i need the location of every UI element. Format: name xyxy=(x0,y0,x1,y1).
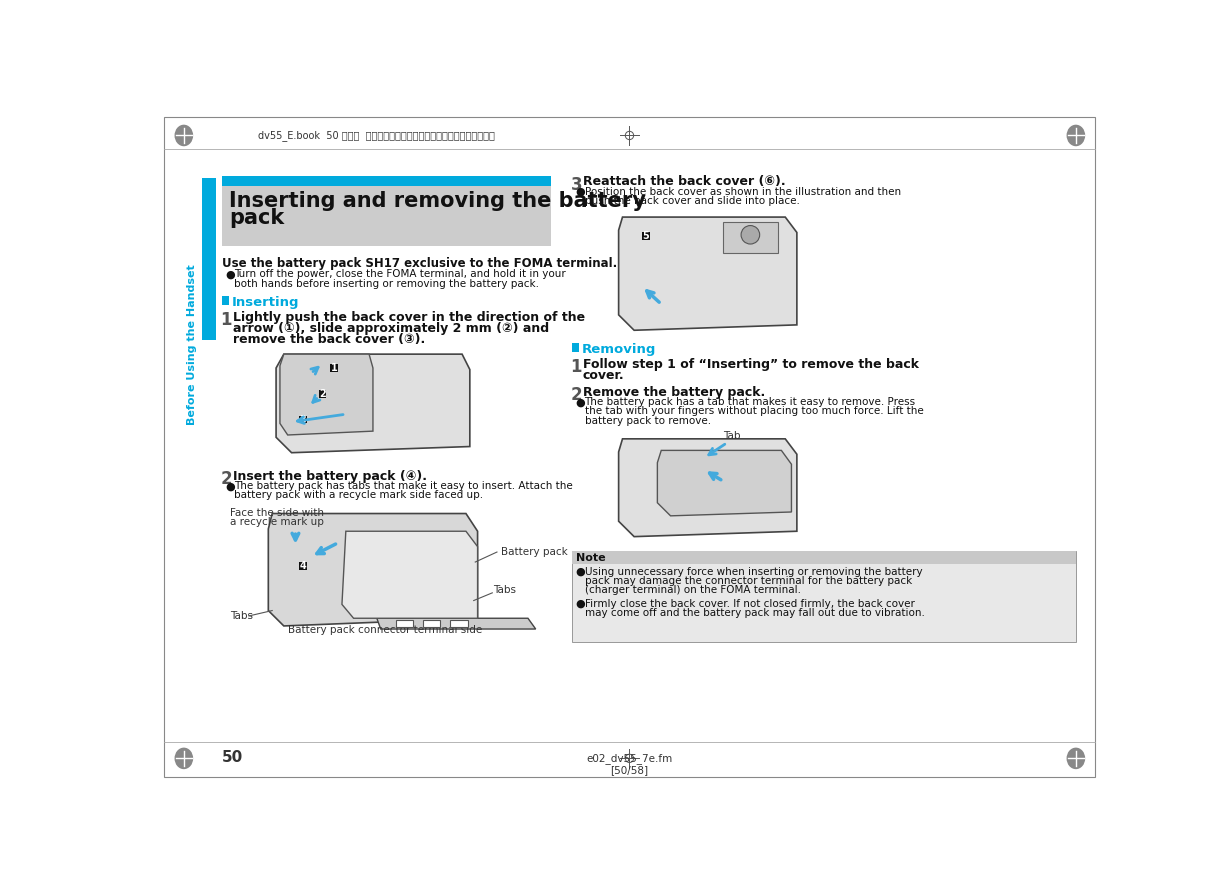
Text: arrow (①), slide approximately 2 mm (②) and: arrow (①), slide approximately 2 mm (②) … xyxy=(232,322,549,335)
Text: Before Using the Handset: Before Using the Handset xyxy=(187,265,198,426)
Text: 1: 1 xyxy=(570,358,583,376)
Text: e02_dv55_7e.fm
[50/58]: e02_dv55_7e.fm [50/58] xyxy=(586,753,672,775)
Text: The battery pack has tabs that make it easy to insert. Attach the: The battery pack has tabs that make it e… xyxy=(235,481,573,491)
Text: (charger terminal) on the FOMA terminal.: (charger terminal) on the FOMA terminal. xyxy=(585,585,800,595)
Text: push the back cover and slide into place.: push the back cover and slide into place… xyxy=(585,196,799,206)
Bar xyxy=(573,551,1075,564)
Text: 2: 2 xyxy=(220,470,232,488)
Bar xyxy=(573,343,579,352)
Text: Turn off the power, close the FOMA terminal, and hold it in your: Turn off the power, close the FOMA termi… xyxy=(235,269,567,280)
Bar xyxy=(221,186,551,246)
Bar xyxy=(451,620,467,627)
Text: Inserting: Inserting xyxy=(232,296,300,309)
Text: Note: Note xyxy=(576,553,606,563)
Bar xyxy=(221,175,551,186)
Text: Tabs: Tabs xyxy=(493,585,516,595)
Text: a recycle mark up: a recycle mark up xyxy=(230,518,323,527)
Bar xyxy=(423,620,440,627)
Polygon shape xyxy=(277,354,469,453)
Polygon shape xyxy=(618,217,796,330)
Ellipse shape xyxy=(175,125,193,146)
Ellipse shape xyxy=(175,748,193,769)
Text: may come off and the battery pack may fall out due to vibration.: may come off and the battery pack may fa… xyxy=(585,608,924,619)
Text: ●: ● xyxy=(575,187,585,197)
Bar xyxy=(642,233,650,240)
Text: ●: ● xyxy=(225,269,235,280)
Polygon shape xyxy=(658,450,791,516)
Text: Battery pack connector terminal side: Battery pack connector terminal side xyxy=(288,625,482,635)
Text: Position the back cover as shown in the illustration and then: Position the back cover as shown in the … xyxy=(585,187,901,197)
Text: dv55_E.book  50 ページ  ２００８年４月１７日　木曜日　午後２時１２分: dv55_E.book 50 ページ ２００８年４月１７日 木曜日 午後２時１２… xyxy=(258,130,495,141)
Bar xyxy=(300,562,307,570)
Text: Removing: Removing xyxy=(583,342,656,356)
Text: 2: 2 xyxy=(320,389,326,399)
Polygon shape xyxy=(280,354,372,435)
Text: ●: ● xyxy=(575,566,585,577)
Text: battery pack to remove.: battery pack to remove. xyxy=(585,416,710,426)
Text: Reattach the back cover (⑥).: Reattach the back cover (⑥). xyxy=(583,175,785,189)
Polygon shape xyxy=(618,439,796,536)
Text: Remove the battery pack.: Remove the battery pack. xyxy=(583,386,766,399)
Text: cover.: cover. xyxy=(583,369,624,381)
Polygon shape xyxy=(377,619,536,629)
Text: 1: 1 xyxy=(220,311,232,329)
Bar xyxy=(573,551,1075,643)
Text: Insert the battery pack (④).: Insert the battery pack (④). xyxy=(232,470,426,482)
Text: 5: 5 xyxy=(643,231,649,242)
Text: 3: 3 xyxy=(300,414,306,425)
Polygon shape xyxy=(268,513,478,626)
Circle shape xyxy=(741,226,760,244)
Text: The battery pack has a tab that makes it easy to remove. Press: The battery pack has a tab that makes it… xyxy=(585,397,916,407)
Text: 3: 3 xyxy=(570,175,583,194)
Text: 50: 50 xyxy=(221,750,243,765)
Text: 1: 1 xyxy=(331,363,338,373)
Text: Using unnecessary force when inserting or removing the battery: Using unnecessary force when inserting o… xyxy=(585,566,922,577)
Text: Follow step 1 of “Inserting” to remove the back: Follow step 1 of “Inserting” to remove t… xyxy=(583,358,919,371)
Text: Tabs: Tabs xyxy=(230,611,253,620)
Bar xyxy=(300,416,307,423)
Text: ●: ● xyxy=(575,599,585,609)
Bar xyxy=(331,364,338,372)
Text: ●: ● xyxy=(225,481,235,491)
Text: 2: 2 xyxy=(570,386,583,404)
Text: Face the side with: Face the side with xyxy=(230,508,323,518)
Text: battery pack with a recycle mark side faced up.: battery pack with a recycle mark side fa… xyxy=(235,490,483,500)
Bar xyxy=(318,390,327,398)
Text: pack: pack xyxy=(229,208,284,227)
Bar xyxy=(723,222,778,253)
Ellipse shape xyxy=(1067,748,1085,769)
Text: ●: ● xyxy=(575,397,585,407)
Text: Firmly close the back cover. If not closed firmly, the back cover: Firmly close the back cover. If not clos… xyxy=(585,599,914,609)
Text: Lightly push the back cover in the direction of the: Lightly push the back cover in the direc… xyxy=(232,311,585,324)
Bar xyxy=(396,620,413,627)
Bar xyxy=(202,178,215,340)
Text: Tab: Tab xyxy=(723,431,741,441)
Text: remove the back cover (③).: remove the back cover (③). xyxy=(232,333,425,345)
Ellipse shape xyxy=(1067,125,1085,146)
Text: Use the battery pack SH17 exclusive to the FOMA terminal.: Use the battery pack SH17 exclusive to t… xyxy=(221,258,617,270)
Text: Inserting and removing the battery: Inserting and removing the battery xyxy=(229,191,645,211)
Text: Battery pack: Battery pack xyxy=(501,547,568,557)
Text: pack may damage the connector terminal for the battery pack: pack may damage the connector terminal f… xyxy=(585,576,912,586)
Text: both hands before inserting or removing the battery pack.: both hands before inserting or removing … xyxy=(235,279,540,289)
Polygon shape xyxy=(342,531,478,619)
Bar xyxy=(221,296,229,304)
Text: 4: 4 xyxy=(300,561,306,571)
Text: the tab with your fingers without placing too much force. Lift the: the tab with your fingers without placin… xyxy=(585,406,923,417)
